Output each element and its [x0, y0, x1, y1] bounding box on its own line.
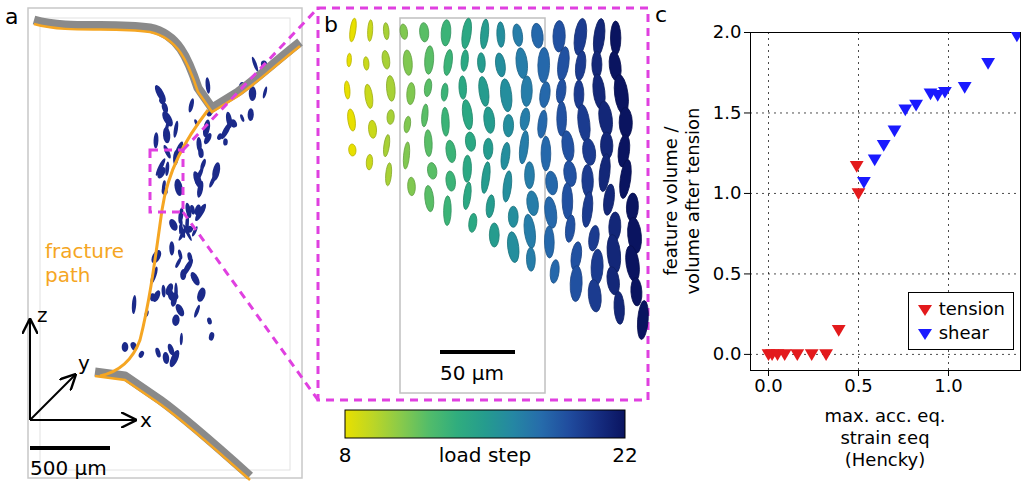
svg-text:x: x [140, 408, 152, 432]
svg-text:a: a [5, 4, 18, 29]
svg-text:volume after tension: volume after tension [682, 107, 703, 294]
svg-text:500 µm: 500 µm [30, 456, 107, 480]
svg-text:fracturepath: fracturepath [45, 239, 124, 287]
svg-text:y: y [78, 351, 90, 375]
svg-text:2.0: 2.0 [713, 21, 742, 42]
svg-text:0.5: 0.5 [844, 375, 873, 396]
svg-text:0.5: 0.5 [713, 263, 742, 284]
html-text:tension: tension [938, 298, 1005, 319]
svg-text:0.0: 0.0 [713, 343, 742, 364]
svg-text:50 µm: 50 µm [440, 361, 504, 385]
svg-text:load step: load step [439, 443, 531, 467]
svg-text:1.5: 1.5 [713, 102, 742, 123]
svg-text:max. acc. eq.: max. acc. eq. [824, 405, 945, 426]
svg-text:c: c [655, 2, 667, 27]
html-text:shear: shear [938, 322, 989, 343]
svg-text:1.0: 1.0 [713, 182, 742, 203]
svg-text:1.0: 1.0 [934, 375, 963, 396]
svg-text:22: 22 [612, 443, 637, 467]
svg-text:b: b [324, 12, 338, 37]
svg-text:(Hencky): (Hencky) [845, 449, 925, 470]
svg-text:feature volume /: feature volume / [660, 125, 681, 275]
svg-text:0.0: 0.0 [754, 375, 783, 396]
svg-text:8: 8 [339, 443, 352, 467]
svg-text:z: z [37, 303, 48, 327]
svg-text:strain εeq: strain εeq [840, 427, 929, 448]
